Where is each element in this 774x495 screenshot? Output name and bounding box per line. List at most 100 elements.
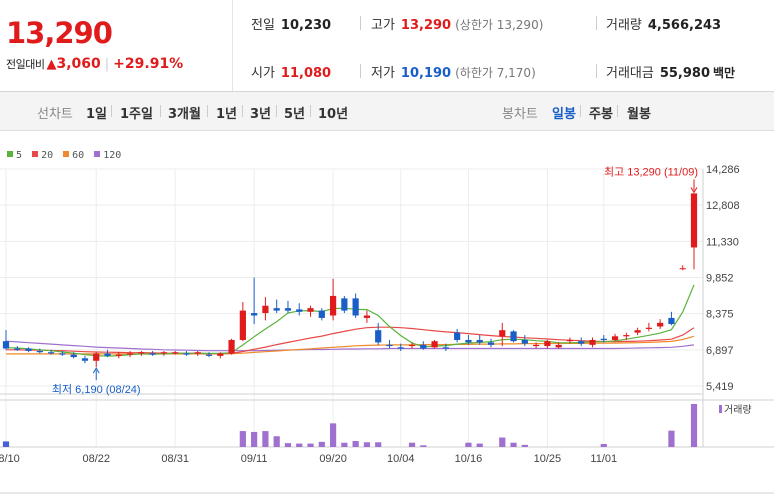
legend-swatch	[94, 151, 101, 157]
period-1y[interactable]: 1년	[216, 107, 238, 122]
current-price: 13,290	[6, 16, 113, 50]
candle-body	[70, 354, 77, 358]
candle-body	[48, 352, 55, 354]
candle-body	[160, 352, 168, 354]
volume-bar	[375, 442, 382, 447]
legend-swatch	[32, 151, 39, 157]
volume-bar	[510, 442, 517, 447]
candle-body	[284, 308, 292, 311]
period-10y[interactable]: 10년	[318, 107, 349, 122]
candle-body	[668, 317, 675, 325]
period-1d[interactable]: 1일	[86, 107, 108, 122]
candle-body	[555, 344, 562, 348]
volume-legend-swatch	[719, 405, 722, 413]
x-tick-label: 08/22	[82, 453, 110, 465]
candle-body	[138, 352, 145, 354]
candle-body	[217, 353, 224, 356]
volume-bar	[465, 442, 472, 447]
candle-body	[352, 298, 359, 316]
candle-body	[454, 332, 461, 340]
volume: 거래량 4,566,243	[606, 14, 721, 33]
candle-body	[657, 322, 664, 327]
x-tick-label: 09/20	[319, 453, 347, 465]
high-annotation: 최고 13,290 (11/09)	[604, 165, 698, 178]
lower-limit: (하한가 7,170)	[455, 66, 536, 80]
legend-ma20: 20	[28, 150, 53, 161]
candle-body	[273, 308, 280, 311]
candle-body	[329, 295, 337, 316]
y-tick-label: 12,808	[706, 200, 740, 212]
candle-body	[499, 330, 506, 337]
y-tick-label: 11,330	[706, 236, 739, 248]
candle-body	[578, 341, 585, 344]
candle-body	[487, 342, 495, 345]
volume-bar	[521, 444, 528, 447]
candle-body	[566, 339, 574, 342]
candle-body	[397, 347, 404, 349]
volume-bar	[251, 431, 258, 447]
period-3m[interactable]: 3개월	[168, 107, 201, 122]
change-row: 전일대비 ▲3,060 | +29.91%	[6, 56, 183, 72]
candle-monthly[interactable]: 월봉	[627, 107, 651, 122]
divider	[360, 16, 361, 30]
volume-bar	[318, 441, 325, 447]
x-tick-label: 10/25	[534, 453, 562, 465]
volume-bar	[499, 437, 506, 447]
trade-amount-value: 55,980	[659, 66, 711, 81]
period-3y[interactable]: 3년	[250, 107, 272, 122]
divider	[596, 64, 597, 78]
ma-20-line	[6, 326, 695, 355]
period-5y[interactable]: 5년	[284, 107, 306, 122]
prev-close-value: 10,230	[280, 18, 332, 33]
candle-body	[442, 347, 449, 349]
x-tick-label: 08/31	[161, 453, 189, 465]
prev-close: 전일 10,230	[251, 14, 331, 33]
volume-bar	[352, 440, 359, 447]
volume-value: 4,566,243	[647, 18, 722, 33]
volume-bar	[273, 436, 280, 447]
candle-body	[36, 350, 43, 353]
candle-body	[104, 353, 111, 356]
low-annotation: 최저 6,190 (08/24)	[52, 383, 141, 396]
day-high: 고가 13,290 (상한가 13,290)	[371, 14, 543, 33]
candle-body	[532, 344, 540, 347]
candle-body	[476, 339, 483, 343]
trade-amount: 거래대금 55,980 백만	[606, 62, 735, 81]
volume-bar	[408, 442, 416, 447]
legend-label: 5	[16, 150, 23, 161]
volume-bar	[341, 442, 348, 447]
candle-body	[600, 338, 607, 340]
candle-body	[690, 193, 698, 248]
volume-bar	[296, 443, 303, 447]
period-1w[interactable]: 1주일	[120, 107, 153, 122]
candle-body	[341, 298, 348, 311]
volume-bar	[262, 431, 269, 447]
x-tick-label: 11/01	[590, 453, 617, 465]
legend-swatch	[7, 151, 13, 157]
candle-body	[93, 353, 100, 361]
candle-body	[679, 268, 686, 270]
x-tick-label: 10/16	[455, 453, 483, 465]
day-low-label: 저가	[371, 66, 395, 81]
y-tick-label: 14,286	[706, 164, 740, 176]
up-arrow-icon: ▲	[46, 57, 57, 72]
legend-label: 20	[41, 150, 54, 161]
open-value: 11,080	[280, 66, 332, 81]
chart-controls: 선차트 1일 1주일 3개월 1년 3년 5년 10년 봉차트 일봉 주봉 월봉	[0, 92, 774, 131]
candle-daily[interactable]: 일봉	[552, 107, 576, 122]
candle-weekly[interactable]: 주봉	[589, 107, 613, 122]
divider	[596, 16, 597, 30]
volume-bar	[2, 441, 10, 447]
x-tick-label: 10/04	[387, 453, 415, 465]
line-chart-label: 선차트	[37, 107, 73, 122]
candle-body	[81, 358, 89, 361]
y-tick-label: 5,419	[706, 381, 734, 393]
change-label: 전일대비	[6, 58, 45, 71]
change-value: 3,060	[56, 56, 101, 72]
candle-body	[205, 354, 213, 356]
open-price: 시가 11,080	[251, 62, 331, 81]
ma-5-line	[5, 284, 695, 357]
candle-body	[521, 339, 528, 344]
change-rate: +29.91%	[113, 56, 184, 72]
